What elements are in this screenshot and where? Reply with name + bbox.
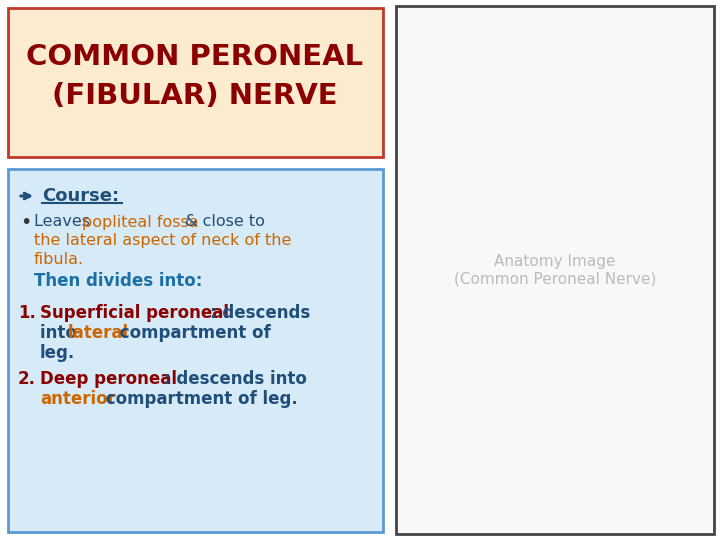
Text: fibula.: fibula. xyxy=(34,252,84,267)
Text: COMMON PERONEAL: COMMON PERONEAL xyxy=(27,43,364,71)
Text: Anatomy Image
(Common Peroneal Nerve): Anatomy Image (Common Peroneal Nerve) xyxy=(454,254,656,286)
Text: popliteal fossa: popliteal fossa xyxy=(82,214,199,230)
Text: Superficial peroneal: Superficial peroneal xyxy=(40,304,229,322)
Text: (FIBULAR) NERVE: (FIBULAR) NERVE xyxy=(52,82,338,110)
Text: leg.: leg. xyxy=(40,344,76,362)
Text: & close to: & close to xyxy=(185,214,265,230)
FancyBboxPatch shape xyxy=(8,169,383,532)
Text: compartment of: compartment of xyxy=(114,324,271,342)
Text: into: into xyxy=(40,324,83,342)
Text: Then divides into:: Then divides into: xyxy=(34,272,202,290)
Text: anterior: anterior xyxy=(40,390,116,408)
FancyBboxPatch shape xyxy=(396,6,714,534)
Text: the lateral aspect of neck of the: the lateral aspect of neck of the xyxy=(34,233,292,248)
Text: lateral: lateral xyxy=(68,324,129,342)
Text: 2.: 2. xyxy=(18,370,36,388)
Text: •: • xyxy=(20,213,32,232)
Text: : descends into: : descends into xyxy=(164,370,307,388)
Text: compartment of leg.: compartment of leg. xyxy=(100,390,298,408)
Text: Leaves: Leaves xyxy=(34,214,95,230)
FancyBboxPatch shape xyxy=(8,8,383,157)
Text: Deep peroneal: Deep peroneal xyxy=(40,370,177,388)
Text: 1.: 1. xyxy=(18,304,36,322)
Text: : descends: : descends xyxy=(210,304,310,322)
Text: Course:: Course: xyxy=(42,187,119,205)
